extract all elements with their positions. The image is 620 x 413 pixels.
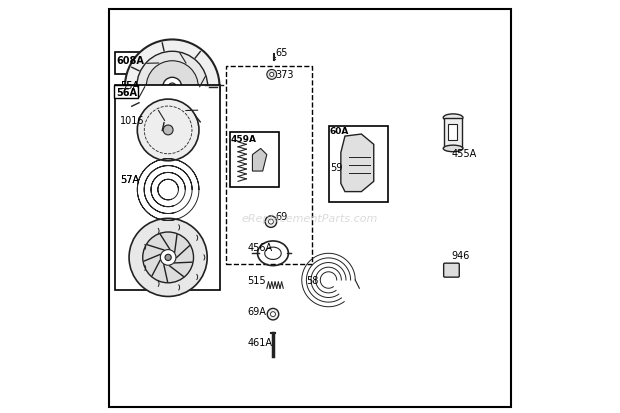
Text: 1016: 1016 bbox=[120, 115, 144, 125]
Text: 55A: 55A bbox=[120, 81, 139, 90]
Text: 57A: 57A bbox=[120, 175, 139, 185]
Circle shape bbox=[267, 309, 279, 320]
FancyBboxPatch shape bbox=[444, 263, 459, 278]
Text: 946: 946 bbox=[452, 251, 470, 261]
Circle shape bbox=[165, 255, 171, 261]
Text: 373: 373 bbox=[275, 70, 293, 80]
FancyBboxPatch shape bbox=[444, 118, 462, 149]
Ellipse shape bbox=[184, 128, 194, 134]
Text: 65: 65 bbox=[275, 47, 288, 58]
Circle shape bbox=[144, 107, 192, 154]
Text: 57A: 57A bbox=[120, 175, 139, 185]
Text: 59: 59 bbox=[330, 163, 342, 173]
Text: 56A: 56A bbox=[116, 88, 137, 97]
Bar bbox=[329, 126, 388, 202]
Bar bbox=[115, 53, 149, 75]
Circle shape bbox=[154, 116, 182, 145]
Circle shape bbox=[146, 62, 198, 114]
Ellipse shape bbox=[443, 146, 463, 152]
Text: 515: 515 bbox=[247, 275, 266, 285]
Text: 60A: 60A bbox=[330, 127, 349, 136]
Circle shape bbox=[163, 78, 182, 97]
Circle shape bbox=[270, 312, 275, 317]
Text: eReplacementParts.com: eReplacementParts.com bbox=[242, 214, 378, 224]
Circle shape bbox=[137, 100, 199, 161]
Polygon shape bbox=[252, 149, 267, 172]
Text: 69: 69 bbox=[275, 212, 287, 222]
Circle shape bbox=[270, 73, 274, 77]
Ellipse shape bbox=[443, 115, 463, 122]
FancyBboxPatch shape bbox=[448, 124, 457, 141]
Circle shape bbox=[161, 250, 176, 266]
Circle shape bbox=[169, 84, 176, 91]
Text: 58: 58 bbox=[306, 275, 318, 285]
Text: 459A: 459A bbox=[231, 134, 257, 143]
Text: 461A: 461A bbox=[247, 337, 273, 347]
Text: 455A: 455A bbox=[452, 148, 477, 158]
Circle shape bbox=[125, 40, 219, 135]
Circle shape bbox=[163, 126, 173, 135]
Ellipse shape bbox=[151, 128, 161, 134]
Circle shape bbox=[268, 220, 273, 225]
Circle shape bbox=[143, 233, 193, 283]
Circle shape bbox=[265, 216, 277, 228]
Text: 69A: 69A bbox=[247, 306, 267, 316]
Circle shape bbox=[129, 219, 207, 297]
Bar bbox=[115, 85, 219, 291]
Text: 608A: 608A bbox=[116, 56, 144, 66]
Text: 456A: 456A bbox=[247, 242, 273, 252]
Polygon shape bbox=[341, 135, 374, 192]
Text: 55A: 55A bbox=[120, 81, 139, 90]
Bar bbox=[226, 67, 312, 264]
Circle shape bbox=[137, 52, 208, 123]
Circle shape bbox=[267, 70, 277, 80]
Bar bbox=[230, 133, 279, 188]
